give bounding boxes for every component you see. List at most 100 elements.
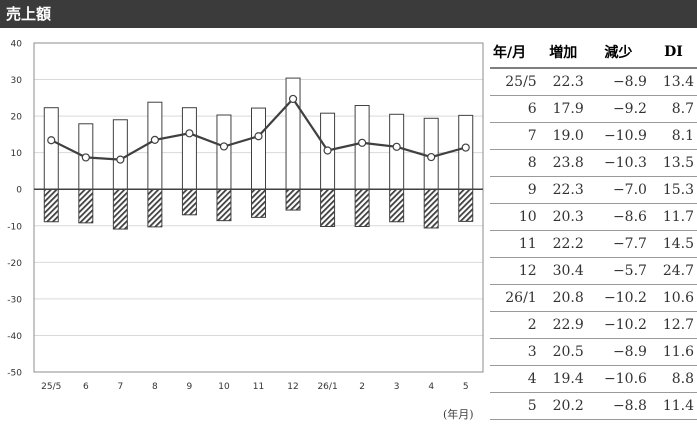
chart-title: 売上額 [6, 5, 52, 23]
x-tick-label: 6 [83, 382, 89, 392]
cell-di: 13.5 [649, 149, 697, 177]
decrease-bar [112, 188, 128, 230]
cell-increase: 23.8 [539, 149, 587, 177]
decrease-bar [251, 188, 266, 218]
y-tick-label: -20 [7, 259, 22, 269]
decrease-bar [458, 188, 474, 222]
cell-year-month: 2 [490, 311, 540, 339]
cell-decrease: −8.9 [586, 68, 650, 96]
x-tick-label: 10 [218, 382, 230, 392]
di-point [392, 142, 401, 151]
table-row: 12 30.4 −5.7 24.7 [490, 257, 697, 285]
cell-year-month: 6 [490, 95, 540, 123]
di-point [81, 153, 90, 162]
x-tick-label: 7 [117, 382, 123, 392]
di-point [254, 132, 263, 141]
table-row: 8 23.8 −10.3 13.5 [490, 149, 697, 177]
header-increase: 増加 [539, 37, 587, 69]
table-row: 9 22.3 −7.0 15.3 [490, 176, 697, 204]
cell-increase: 20.3 [539, 203, 587, 231]
plot-frame [33, 42, 484, 373]
table-row: 4 19.4 −10.6 8.8 [490, 365, 697, 393]
cell-year-month: 9 [490, 176, 540, 204]
cell-increase: 22.2 [539, 230, 587, 258]
di-point [323, 146, 332, 155]
y-tick-label: 20 [11, 113, 23, 123]
cell-increase: 20.8 [539, 284, 587, 312]
decrease-bar [285, 188, 301, 211]
table-row: 2 22.9 −10.2 12.7 [490, 311, 697, 339]
decrease-bar [423, 188, 439, 229]
decrease-bar [43, 188, 59, 223]
cell-decrease: −9.2 [586, 95, 650, 123]
cell-di: 13.4 [649, 68, 697, 96]
table-header-row: 年/月 増加 減少 DI [490, 37, 697, 69]
y-tick-label: 30 [11, 76, 23, 86]
y-tick-label: 40 [11, 40, 23, 50]
table-row: 6 17.9 −9.2 8.7 [490, 95, 697, 123]
x-tick-label: 3 [394, 382, 400, 392]
cell-increase: 22.3 [539, 68, 587, 96]
di-point [150, 135, 159, 144]
cell-di: 8.1 [649, 122, 697, 150]
decrease-bar [389, 188, 405, 223]
y-tick-label: -10 [7, 222, 22, 232]
chart-title-bar: 売上額 [0, 0, 697, 28]
cell-decrease: −8.9 [586, 338, 650, 366]
cell-year-month: 25/5 [490, 68, 540, 96]
cell-decrease: −8.8 [586, 392, 650, 420]
header-year-month: 年/月 [490, 37, 540, 69]
table-body: 25/5 22.3 −8.9 13.4 6 17.9 −9.2 8.7 7 19.0 −10.9 8.… [490, 68, 697, 420]
y-tick-label: 10 [11, 149, 23, 159]
x-tick-label: 5 [463, 382, 469, 392]
cell-decrease: −10.6 [586, 365, 650, 393]
cell-year-month: 10 [490, 203, 540, 231]
table-row: 25/5 22.3 −8.9 13.4 [490, 68, 697, 96]
table-row: 3 20.5 −8.9 11.6 [490, 338, 697, 366]
y-tick-label: -30 [7, 295, 22, 305]
x-tick-label: 9 [187, 382, 193, 392]
cell-decrease: −10.3 [586, 149, 650, 177]
di-point [116, 155, 125, 164]
cell-decrease: −10.2 [586, 284, 650, 312]
increase-bar [458, 114, 474, 190]
di-point [358, 138, 367, 147]
table-row: 5 20.2 −8.8 11.4 [490, 392, 697, 420]
decrease-bar [354, 188, 370, 228]
di-point [288, 94, 298, 104]
cell-year-month: 3 [490, 338, 540, 366]
cell-di: 11.7 [649, 203, 697, 231]
x-tick-label: 12 [287, 382, 298, 392]
cell-decrease: −10.9 [586, 122, 650, 150]
cell-year-month: 26/1 [490, 284, 540, 312]
table-row: 26/1 20.8 −10.2 10.6 [490, 284, 697, 312]
di-chart: -50 -40 -30 -20 -10 0 10 20 30 40 25/5 6 7 8 9 10 11 12 26… [7, 40, 484, 392]
di-point [185, 129, 194, 138]
table-row: 11 22.2 −7.7 14.5 [490, 230, 697, 258]
cell-di: 12.7 [649, 311, 697, 339]
increase-bar [112, 119, 128, 190]
increase-bar [389, 113, 405, 190]
cell-di: 10.6 [649, 284, 697, 312]
x-tick-label: 8 [152, 382, 158, 392]
di-point [427, 152, 436, 162]
di-table: 年/月 増加 減少 DI 25/5 22.3 −8.9 13.4 6 17.9 −9.2 8.… [490, 37, 697, 420]
cell-increase: 20.2 [539, 392, 587, 420]
di-point [219, 142, 229, 151]
cell-year-month: 12 [490, 257, 540, 285]
di-point [461, 143, 470, 152]
cell-di: 15.3 [649, 176, 697, 204]
y-tick-label: -40 [7, 332, 22, 342]
increase-bar [285, 77, 301, 190]
cell-year-month: 5 [490, 392, 540, 420]
increase-bar [354, 105, 370, 190]
cell-increase: 22.3 [539, 176, 587, 204]
cell-year-month: 11 [490, 230, 540, 258]
table-row: 10 20.3 −8.6 11.7 [490, 203, 697, 231]
cell-year-month: 7 [490, 122, 540, 150]
cell-di: 24.7 [649, 257, 697, 285]
decrease-bar [78, 188, 94, 224]
increase-bar [181, 107, 197, 190]
header-di: DI [649, 37, 697, 69]
cell-di: 14.5 [649, 230, 697, 258]
